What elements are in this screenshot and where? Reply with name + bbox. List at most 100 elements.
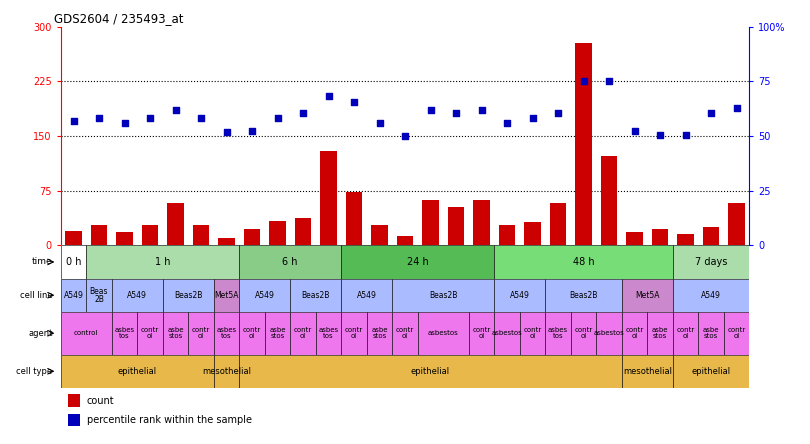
Bar — [61, 278, 86, 312]
Text: contr
ol: contr ol — [523, 328, 542, 339]
Text: 7 days: 7 days — [695, 257, 727, 267]
Text: GDS2604 / 235493_at: GDS2604 / 235493_at — [53, 12, 183, 25]
Bar — [239, 278, 290, 312]
Text: asbes
tos: asbes tos — [114, 328, 134, 339]
Point — [501, 119, 514, 127]
Bar — [163, 312, 188, 355]
Text: contr
ol: contr ol — [574, 328, 593, 339]
Text: 1 h: 1 h — [155, 257, 170, 267]
Point — [424, 107, 437, 114]
Bar — [68, 394, 80, 407]
Text: percentile rank within the sample: percentile rank within the sample — [87, 415, 252, 425]
Bar — [61, 245, 86, 278]
Point — [552, 109, 565, 116]
Bar — [673, 355, 749, 388]
Bar — [524, 222, 541, 245]
Bar — [545, 312, 571, 355]
Text: Beas2B: Beas2B — [301, 291, 330, 300]
Bar — [116, 232, 133, 245]
Bar — [341, 245, 494, 278]
Text: epithelial: epithelial — [692, 367, 731, 376]
Bar — [622, 312, 647, 355]
Text: asbe
stos: asbe stos — [652, 328, 668, 339]
Bar — [86, 278, 112, 312]
Bar — [728, 203, 744, 245]
Text: contr
ol: contr ol — [472, 328, 491, 339]
Bar — [68, 413, 80, 426]
Bar — [698, 312, 724, 355]
Bar — [341, 312, 367, 355]
Bar — [163, 278, 214, 312]
Text: count: count — [87, 396, 114, 406]
Text: Beas
2B: Beas 2B — [90, 286, 109, 304]
Bar — [499, 225, 515, 245]
Text: asbestos: asbestos — [492, 330, 522, 336]
Text: mesothelial: mesothelial — [623, 367, 671, 376]
Bar — [575, 43, 592, 245]
Bar — [316, 312, 341, 355]
Bar — [371, 225, 388, 245]
Bar — [550, 203, 566, 245]
Point — [373, 119, 386, 127]
Text: A549: A549 — [357, 291, 377, 300]
Point — [67, 118, 80, 125]
Bar — [193, 225, 209, 245]
Bar — [244, 229, 260, 245]
Bar — [346, 192, 362, 245]
Bar — [703, 227, 719, 245]
Text: contr
ol: contr ol — [141, 328, 159, 339]
Text: asbestos: asbestos — [428, 330, 458, 336]
Bar — [341, 278, 392, 312]
Bar — [571, 312, 596, 355]
Bar — [392, 312, 418, 355]
Text: contr
ol: contr ol — [727, 328, 746, 339]
Text: control: control — [74, 330, 99, 336]
Bar — [596, 312, 622, 355]
Point — [730, 105, 743, 112]
Point — [679, 131, 692, 138]
Text: 6 h: 6 h — [283, 257, 298, 267]
Bar — [239, 245, 341, 278]
Text: A549: A549 — [63, 291, 83, 300]
Point — [705, 109, 718, 116]
Text: A549: A549 — [701, 291, 721, 300]
Bar — [290, 278, 341, 312]
Point — [628, 127, 641, 135]
Bar — [91, 225, 107, 245]
Text: contr
ol: contr ol — [625, 328, 644, 339]
Bar — [652, 229, 668, 245]
Bar — [647, 312, 673, 355]
Text: Beas2B: Beas2B — [429, 291, 458, 300]
Point — [143, 114, 156, 121]
Text: A549: A549 — [127, 291, 147, 300]
Bar — [112, 278, 163, 312]
Bar — [520, 312, 545, 355]
Text: asbe
stos: asbe stos — [167, 328, 184, 339]
Text: contr
ol: contr ol — [294, 328, 312, 339]
Bar — [61, 355, 214, 388]
Bar — [239, 312, 265, 355]
Point — [92, 114, 105, 121]
Text: agent: agent — [28, 329, 53, 338]
Bar — [494, 245, 673, 278]
Text: contr
ol: contr ol — [345, 328, 363, 339]
Text: mesothelial: mesothelial — [202, 367, 251, 376]
Point — [245, 127, 258, 135]
Point — [654, 131, 667, 138]
Text: A549: A549 — [509, 291, 530, 300]
Text: epithelial: epithelial — [411, 367, 450, 376]
Bar — [86, 245, 239, 278]
Bar — [724, 312, 749, 355]
Bar — [295, 218, 311, 245]
Text: epithelial: epithelial — [117, 367, 157, 376]
Text: Beas2B: Beas2B — [569, 291, 598, 300]
Bar — [545, 278, 622, 312]
Bar — [422, 200, 439, 245]
Text: contr
ol: contr ol — [676, 328, 695, 339]
Text: contr
ol: contr ol — [192, 328, 210, 339]
Text: asbestos: asbestos — [594, 330, 625, 336]
Bar — [473, 200, 490, 245]
Point — [450, 109, 463, 116]
Bar — [320, 151, 337, 245]
Bar — [367, 312, 392, 355]
